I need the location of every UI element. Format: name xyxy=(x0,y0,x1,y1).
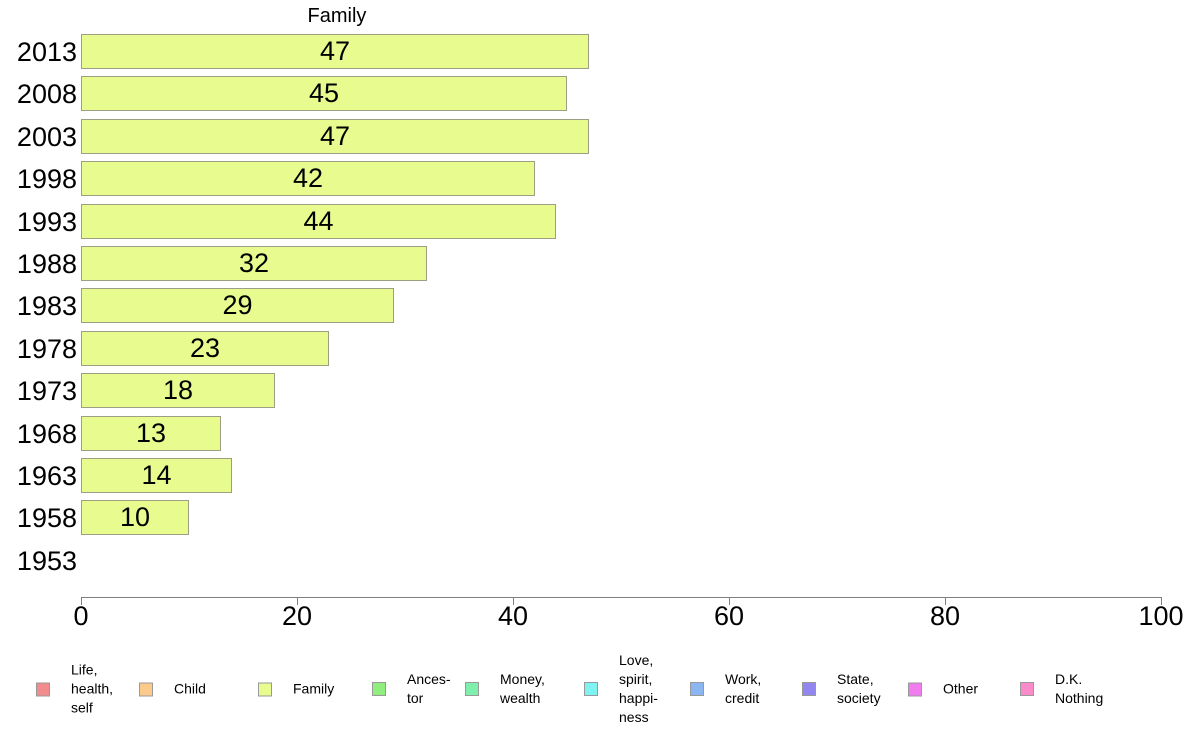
x-tick-mark xyxy=(81,597,82,605)
year-label-1983: 1983 xyxy=(16,291,77,322)
family-swatch xyxy=(258,682,272,696)
year-label-1993: 1993 xyxy=(16,206,77,237)
dk-nothing-swatch xyxy=(1020,682,1034,696)
bar-value: 47 xyxy=(319,120,351,151)
year-label-2013: 2013 xyxy=(16,37,77,67)
bar-value: 32 xyxy=(238,248,270,278)
money-wealth-swatch xyxy=(465,682,479,696)
bar-value: 45 xyxy=(308,78,340,109)
legend-item-money-wealth: Money, wealth xyxy=(465,670,545,708)
year-label-1963: 1963 xyxy=(16,461,77,491)
love-spirit-happiness-swatch xyxy=(584,682,598,696)
other-swatch xyxy=(908,682,922,696)
legend-item-love-spirit-happiness: Love, spirit, happi- ness xyxy=(584,651,658,727)
year-label-1998: 1998 xyxy=(16,164,77,195)
bar-2003: 47 xyxy=(81,118,589,154)
x-tick-label: 20 xyxy=(281,601,313,631)
bar-value: 10 xyxy=(119,502,151,533)
bar-1998: 42 xyxy=(81,161,535,197)
bar-1973: 18 xyxy=(81,373,275,409)
work-credit-swatch xyxy=(690,682,704,696)
legend-label-life-health-self: Life, health, self xyxy=(71,661,114,716)
bar-value: 13 xyxy=(135,417,167,448)
x-tick-mark xyxy=(945,597,946,605)
bar-1988: 32 xyxy=(81,246,427,281)
year-label-1973: 1973 xyxy=(16,376,77,407)
bar-value: 44 xyxy=(303,205,334,236)
legend-item-work-credit: Work, credit xyxy=(690,670,761,708)
bar-2013: 47 xyxy=(81,34,589,69)
year-label-1968: 1968 xyxy=(16,418,77,449)
bar-value: 23 xyxy=(189,332,221,363)
bar-1993: 44 xyxy=(81,203,556,239)
x-tick-label: 100 xyxy=(1138,601,1184,631)
ancestor-swatch xyxy=(372,682,386,696)
bar-value: 47 xyxy=(319,36,351,66)
x-tick-label: 40 xyxy=(497,601,529,631)
legend-label-family: Family xyxy=(293,680,335,697)
state-society-swatch xyxy=(802,682,816,696)
legend-label-work-credit: Work, credit xyxy=(725,671,762,706)
bar-2008: 45 xyxy=(81,76,567,112)
x-tick-mark xyxy=(729,597,730,605)
x-tick-label: 60 xyxy=(713,601,745,631)
legend-label-state-society: State, society xyxy=(837,671,881,706)
chart-title: Family xyxy=(307,5,367,27)
bar-1983: 29 xyxy=(81,288,394,324)
legend-label-other: Other xyxy=(943,680,979,697)
x-axis-line xyxy=(81,597,1161,598)
legend-item-child: Child xyxy=(139,680,206,699)
legend-label-love-spirit-happiness: Love, spirit, happi- ness xyxy=(619,652,658,725)
legend-item-dk-nothing: D.K. Nothing xyxy=(1020,670,1103,708)
bar-value: 42 xyxy=(292,163,324,194)
bar-1978: 23 xyxy=(81,330,329,366)
legend-label-dk-nothing: D.K. Nothing xyxy=(1055,671,1104,706)
bar-1968: 13 xyxy=(81,415,221,451)
year-label-1978: 1978 xyxy=(16,333,77,364)
legend-item-family: Family xyxy=(258,680,334,699)
legend-item-other: Other xyxy=(908,680,978,699)
legend-label-ancestor: Ances- tor xyxy=(407,671,451,706)
child-swatch xyxy=(139,682,153,696)
legend-item-life-health-self: Life, health, self xyxy=(36,661,113,718)
bar-1958: 10 xyxy=(81,500,189,536)
x-tick-mark xyxy=(297,597,298,605)
year-label-2003: 2003 xyxy=(16,121,77,152)
bar-value: 18 xyxy=(162,375,194,406)
x-tick-label: 0 xyxy=(73,601,89,631)
x-tick-label: 80 xyxy=(929,601,961,631)
year-label-1958: 1958 xyxy=(16,503,77,534)
x-tick-mark xyxy=(1161,597,1162,605)
year-label-1953: 1953 xyxy=(16,545,77,576)
year-label-1988: 1988 xyxy=(16,249,77,279)
year-label-2008: 2008 xyxy=(16,79,77,110)
x-tick-mark xyxy=(513,597,514,605)
bar-1963: 14 xyxy=(81,458,232,493)
bar-value: 29 xyxy=(222,290,253,321)
legend-item-ancestor: Ances- tor xyxy=(372,670,451,708)
legend-label-child: Child xyxy=(174,680,206,697)
bar-value: 14 xyxy=(141,460,172,490)
legend-label-money-wealth: Money, wealth xyxy=(500,671,545,706)
legend-item-state-society: State, society xyxy=(802,670,881,708)
life-health-self-swatch xyxy=(36,682,50,696)
